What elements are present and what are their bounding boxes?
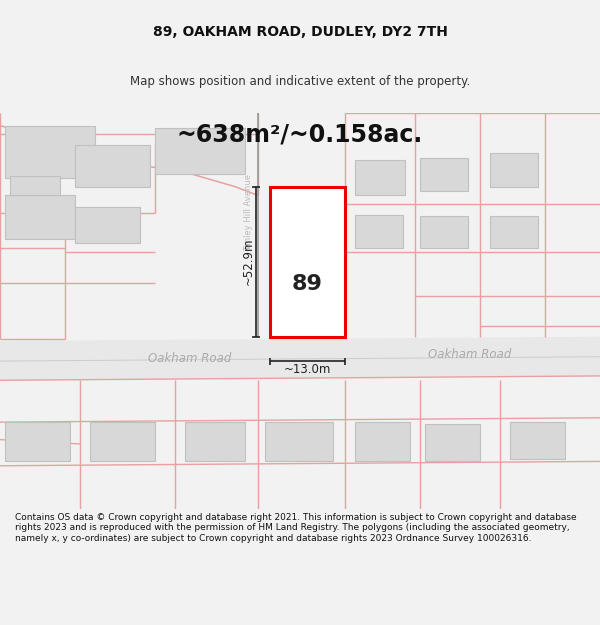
Bar [5,422,70,461]
Text: Oakham Road: Oakham Road [148,352,232,365]
Bar [355,161,405,196]
Text: ~52.9m: ~52.9m [241,238,254,286]
Bar [355,422,410,461]
Bar [75,207,140,243]
Text: Map shows position and indicative extent of the property.: Map shows position and indicative extent… [130,74,470,88]
Bar [90,422,155,461]
Bar [420,216,468,248]
Text: ~13.0m: ~13.0m [284,363,331,376]
Text: Oakham Road: Oakham Road [428,349,512,361]
Text: Contains OS data © Crown copyright and database right 2021. This information is : Contains OS data © Crown copyright and d… [15,513,577,542]
Bar [185,422,245,461]
Bar [490,154,538,187]
Text: 89: 89 [292,274,323,294]
Bar [155,128,245,174]
Text: Tanley Hill Avenue: Tanley Hill Avenue [245,174,254,251]
Bar [420,158,468,191]
Bar [10,176,60,196]
Bar [75,145,150,187]
Text: 89, OAKHAM ROAD, DUDLEY, DY2 7TH: 89, OAKHAM ROAD, DUDLEY, DY2 7TH [152,24,448,39]
Bar [5,196,75,239]
Bar [490,216,538,248]
Bar [265,422,333,461]
Bar [425,424,480,461]
Bar [355,214,403,248]
Text: ~638m²/~0.158ac.: ~638m²/~0.158ac. [177,122,423,146]
Bar [5,126,95,178]
Polygon shape [0,337,600,380]
Bar [510,422,565,459]
Bar [270,187,345,337]
